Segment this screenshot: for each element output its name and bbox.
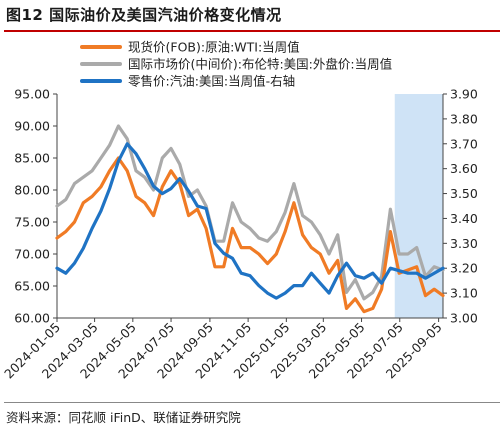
- right-tick-label: 3.10: [450, 286, 478, 301]
- legend-label-0: 现货价(FOB):原油:WTI:当周值: [128, 40, 300, 55]
- right-tick-label: 3.20: [450, 261, 478, 276]
- left-tick-label: 60.00: [14, 311, 50, 326]
- left-tick-label: 90.00: [14, 119, 50, 134]
- right-tick-label: 3.90: [450, 87, 478, 102]
- right-tick-label: 3.70: [450, 136, 478, 151]
- source-note: 资料来源：同花顺 iFinD、联储证券研究院: [6, 407, 241, 426]
- right-tick-label: 3.00: [450, 311, 478, 326]
- right-tick-label: 3.80: [450, 111, 478, 126]
- shade-layer: [395, 94, 443, 318]
- left-tick-label: 85.00: [14, 151, 50, 166]
- left-tick-label: 70.00: [14, 247, 50, 262]
- left-tick-label: 80.00: [14, 183, 50, 198]
- shaded-period: [395, 94, 443, 318]
- series-line-0: [57, 158, 443, 312]
- legend: 现货价(FOB):原油:WTI:当周值国际市场价(中间价):布伦特:美国:外盘价…: [82, 40, 392, 89]
- left-tick-label: 65.00: [14, 279, 50, 294]
- right-tick-label: 3.40: [450, 211, 478, 226]
- oil-gasoline-price-chart: 60.00 65.00 70.00 75.00 80.00 85.00 90.00 95.00…: [0, 0, 504, 404]
- right-tick-label: 3.50: [450, 186, 478, 201]
- footer-rule: [4, 402, 500, 403]
- left-tick-label: 95.00: [14, 87, 50, 102]
- legend-label-2: 零售价:汽油:美国:当周值-右轴: [128, 74, 295, 89]
- right-tick-label: 3.30: [450, 236, 478, 251]
- series-line-2: [57, 144, 443, 298]
- left-tick-label: 75.00: [14, 215, 50, 230]
- legend-label-1: 国际市场价(中间价):布伦特:美国:外盘价:当周值: [128, 57, 392, 72]
- series-layer: [57, 126, 443, 312]
- right-tick-label: 3.60: [450, 161, 478, 176]
